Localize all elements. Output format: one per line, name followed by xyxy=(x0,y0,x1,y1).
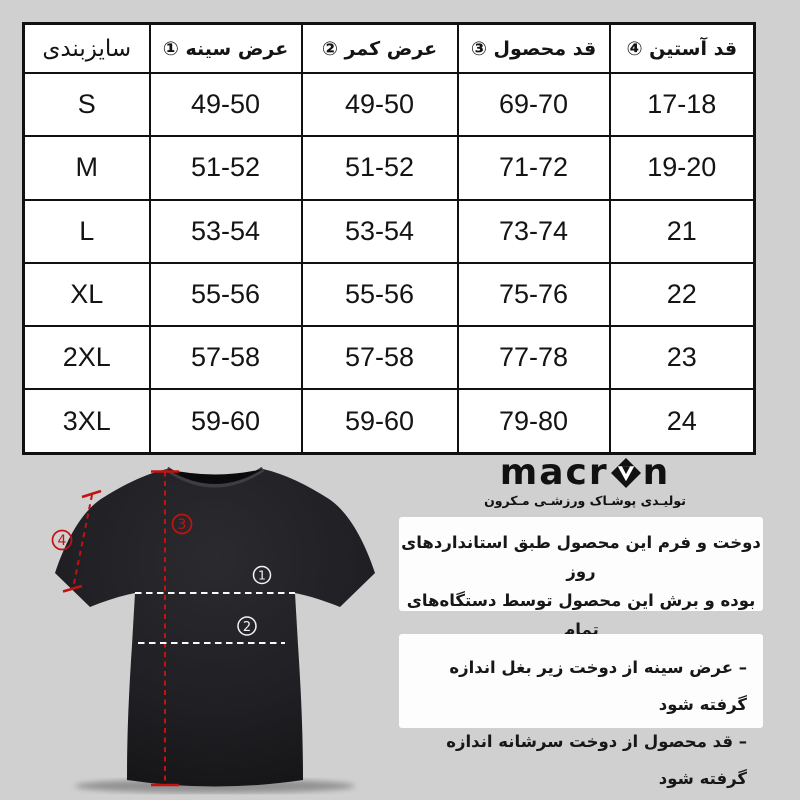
col-header-sleeve-length: قد آستین ④ xyxy=(608,22,756,74)
table-row: L 53-54 53-54 73-74 21 xyxy=(22,198,756,264)
size-cell: M xyxy=(22,135,151,201)
value-cell: 19-20 xyxy=(608,135,756,201)
sleeve-tick-top xyxy=(81,489,102,499)
table-row: 2XL 57-58 57-58 77-78 23 xyxy=(22,324,756,391)
value-cell: 51-52 xyxy=(148,135,303,201)
value-cell: 59-60 xyxy=(148,388,303,455)
size-cell: 3XL xyxy=(22,388,151,455)
value-cell: 51-52 xyxy=(300,135,459,201)
value-cell: 53-54 xyxy=(148,198,303,264)
sleeve-label: 4 xyxy=(58,533,67,549)
chest-label-circle xyxy=(252,565,272,585)
sleeve-tick-bottom xyxy=(62,584,83,593)
col-header-waist-width: عرض کمر ② xyxy=(300,22,459,74)
macron-logo: macr n xyxy=(445,452,725,493)
value-cell: 57-58 xyxy=(148,324,303,391)
brand-block: macr n تولیـدی پوشـاک ورزشـی مـکرون xyxy=(445,452,725,509)
waist-label: 2 xyxy=(243,620,251,635)
size-chart-table: سایزبندی عرض سینه ① عرض کمر ② قد محصول ③… xyxy=(22,22,756,455)
table-row: M 51-52 51-52 71-72 19-20 xyxy=(22,135,756,201)
value-cell: 17-18 xyxy=(608,71,756,138)
measure-note-box: – عرض سینه از دوخت زیر بغل اندازه گرفته … xyxy=(399,634,763,788)
value-cell: 73-74 xyxy=(456,198,611,264)
size-cell: XL xyxy=(22,261,151,328)
value-cell: 55-56 xyxy=(300,261,459,328)
macron-diamond-icon xyxy=(610,458,641,488)
value-cell: 49-50 xyxy=(300,71,459,138)
logo-text-right: n xyxy=(642,452,671,493)
sleeve-label-circle xyxy=(51,529,73,551)
measure-note-line2: – قد محصول از دوخت سرشانه اندازه گرفته ش… xyxy=(446,732,747,788)
value-cell: 57-58 xyxy=(300,324,459,391)
col-header-product-length: قد محصول ③ xyxy=(456,22,611,74)
value-cell: 75-76 xyxy=(456,261,611,328)
logo-text-left: macr xyxy=(499,452,609,493)
value-cell: 69-70 xyxy=(456,71,611,138)
table-row: S 49-50 49-50 69-70 17-18 xyxy=(22,71,756,138)
col-header-size: سایزبندی xyxy=(22,22,151,74)
brand-tagline: تولیـدی پوشـاک ورزشـی مـکرون xyxy=(484,493,686,508)
table-row: 3XL 59-60 59-60 79-80 24 xyxy=(22,388,756,455)
waist-label-circle xyxy=(237,616,257,636)
tshirt-measurement-diagram: 3 4 1 2 xyxy=(51,466,375,793)
production-note-line1: دوخت و فرم این محصول طبق استانداردهای رو… xyxy=(401,533,761,581)
collar-ring xyxy=(165,466,265,488)
production-note-box: دوخت و فرم این محصول طبق استانداردهای رو… xyxy=(399,517,763,668)
value-cell: 53-54 xyxy=(300,198,459,264)
value-cell: 21 xyxy=(608,198,756,264)
value-cell: 79-80 xyxy=(456,388,611,455)
table-header-row: سایزبندی عرض سینه ① عرض کمر ② قد محصول ③… xyxy=(22,22,756,74)
value-cell: 55-56 xyxy=(148,261,303,328)
value-cell: 71-72 xyxy=(456,135,611,201)
value-cell: 49-50 xyxy=(148,71,303,138)
chest-label: 1 xyxy=(258,568,266,583)
value-cell: 59-60 xyxy=(300,388,459,455)
value-cell: 77-78 xyxy=(456,324,611,391)
table-row: XL 55-56 55-56 75-76 22 xyxy=(22,261,756,328)
size-cell: S xyxy=(22,71,151,138)
col-header-chest-width: عرض سینه ① xyxy=(148,22,303,74)
value-cell: 23 xyxy=(608,324,756,391)
collar-opening xyxy=(167,469,263,484)
tshirt-shape xyxy=(55,469,375,787)
length-label: 3 xyxy=(178,517,187,533)
value-cell: 22 xyxy=(608,261,756,328)
size-cell: L xyxy=(22,198,151,264)
measure-note-line1: – عرض سینه از دوخت زیر بغل اندازه گرفته … xyxy=(449,658,747,714)
value-cell: 24 xyxy=(608,388,756,455)
sleeve-dashed-line xyxy=(72,494,93,589)
length-label-circle xyxy=(171,513,193,535)
size-cell: 2XL xyxy=(22,324,151,391)
